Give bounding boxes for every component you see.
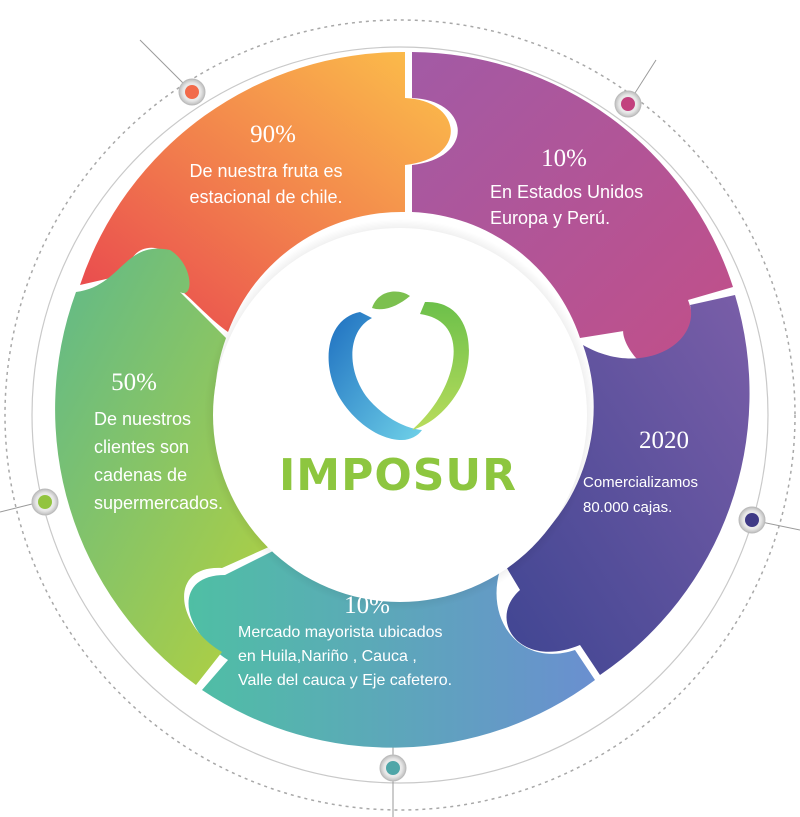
segment-left-line-3: cadenas de bbox=[94, 465, 187, 485]
knob-left bbox=[31, 488, 59, 516]
knob-top-right bbox=[614, 90, 642, 118]
apple-logo bbox=[328, 291, 469, 440]
knob-bottom bbox=[379, 754, 407, 782]
segment-top-left-line-2: estacional de chile. bbox=[189, 187, 342, 207]
segment-top-right-text: 10% En Estados Unidos Europa y Perú. bbox=[490, 145, 643, 228]
segment-left-text: 50% De nuestros clientes son cadenas de … bbox=[94, 369, 223, 513]
segment-top-right-line-2: Europa y Perú. bbox=[490, 208, 610, 228]
segment-left-line-2: clientes son bbox=[94, 437, 189, 457]
segment-top-left-text: 90% De nuestra fruta es estacional de ch… bbox=[189, 121, 342, 207]
segment-bottom bbox=[188, 545, 595, 748]
segment-top-right bbox=[412, 52, 733, 367]
segment-top-left-line-1: De nuestra fruta es bbox=[189, 161, 342, 181]
brand-name: IMPOSUR bbox=[279, 450, 517, 501]
segment-right-value: 2020 bbox=[639, 427, 689, 454]
segment-bottom-value: 10% bbox=[344, 592, 390, 619]
segment-bottom-text: 10% Mercado mayorista ubicados en Huila,… bbox=[238, 592, 452, 689]
segment-top-left bbox=[80, 51, 451, 333]
apple-green-stroke-icon bbox=[412, 301, 469, 430]
segment-left-line-1: De nuestros bbox=[94, 409, 191, 429]
connector-knobs bbox=[31, 78, 766, 782]
segment-right bbox=[505, 295, 750, 675]
segment-bottom-line-1: Mercado mayorista ubicados bbox=[238, 624, 443, 641]
segment-left-value: 50% bbox=[111, 369, 157, 396]
segment-right-text: 2020 Comercializamos 80.000 cajas. bbox=[583, 427, 698, 516]
segment-top-right-value: 10% bbox=[541, 145, 587, 172]
knob-right bbox=[738, 506, 766, 534]
apple-blue-stroke-icon bbox=[328, 312, 422, 440]
outer-dashed-ring bbox=[4, 19, 796, 811]
apple-leaf-icon bbox=[372, 291, 410, 310]
segment-right-line-2: 80.000 cajas. bbox=[583, 499, 672, 516]
puzzle-ring bbox=[55, 51, 750, 748]
segment-top-left-value: 90% bbox=[250, 121, 296, 148]
segment-right-line-1: Comercializamos bbox=[583, 474, 698, 491]
outer-ring-inner bbox=[31, 46, 769, 784]
knob-top-left bbox=[178, 78, 206, 106]
segment-left bbox=[55, 248, 280, 685]
center-disc bbox=[213, 228, 587, 602]
segment-left-line-4: supermercados. bbox=[94, 493, 223, 513]
segment-bottom-line-3: Valle del cauca y Eje cafetero. bbox=[238, 672, 452, 689]
segment-bottom-line-2: en Huila,Nariño , Cauca , bbox=[238, 648, 417, 665]
segment-top-right-line-1: En Estados Unidos bbox=[490, 182, 643, 202]
